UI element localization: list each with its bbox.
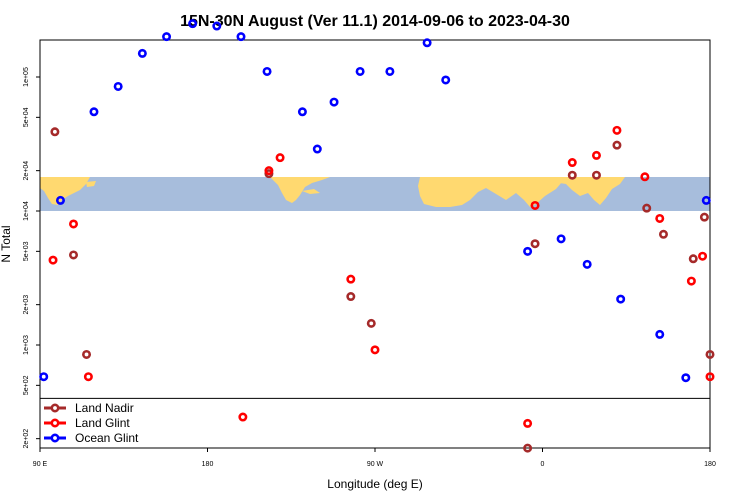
y-tick-label: 2e+03 — [23, 295, 30, 315]
y-tick-label: 5e+04 — [23, 107, 30, 127]
y-tick-label: 2e+04 — [23, 161, 30, 181]
legend-marker-land-nadir — [52, 405, 58, 411]
legend-marker-land-glint — [52, 420, 58, 426]
world-map-band — [40, 177, 710, 211]
legend-label-land-nadir: Land Nadir — [75, 401, 134, 415]
x-axis-label: Longitude (deg E) — [327, 477, 422, 491]
y-tick-label: 1e+03 — [23, 335, 30, 355]
y-axis-label: N Total — [0, 225, 13, 262]
y-tick-label: 5e+02 — [23, 375, 30, 395]
legend-label-land-glint: Land Glint — [75, 416, 130, 430]
y-tick-label: 1e+05 — [23, 67, 30, 87]
x-tick-label: 0 — [541, 461, 545, 468]
y-tick-label: 1e+04 — [23, 201, 30, 221]
legend-marker-ocean-glint — [52, 435, 58, 441]
x-tick-label: 90 W — [367, 461, 384, 468]
y-tick-label: 2e+02 — [23, 429, 30, 449]
x-tick-label: 180 — [704, 461, 716, 468]
legend-label-ocean-glint: Ocean Glint — [75, 431, 139, 445]
chart-title: 15N-30N August (Ver 11.1) 2014-09-06 to … — [180, 13, 570, 30]
x-tick-label: 90 E — [33, 461, 48, 468]
y-tick-label: 5e+03 — [23, 241, 30, 261]
x-tick-label: 180 — [202, 461, 214, 468]
chart: 15N-30N August (Ver 11.1) 2014-09-06 to … — [0, 0, 750, 500]
